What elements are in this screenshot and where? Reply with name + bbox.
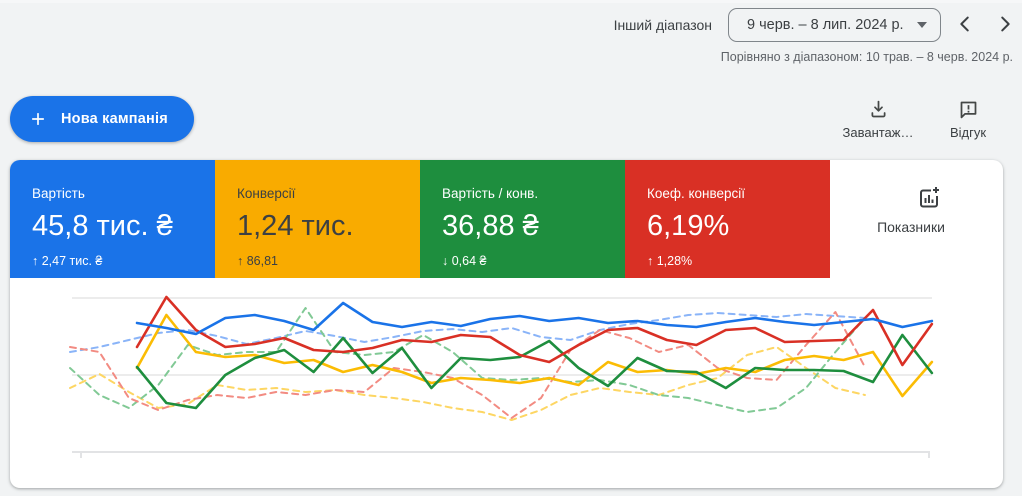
scorecard-title: Вартість / конв. bbox=[442, 186, 539, 201]
metrics-chart-icon bbox=[920, 187, 939, 208]
chart-line-conv-rate-previous bbox=[69, 311, 866, 419]
overview-chart[interactable] bbox=[10, 278, 1003, 488]
chart-line-cost-per-conv-current bbox=[135, 333, 934, 410]
previous-range-button[interactable] bbox=[950, 10, 980, 40]
scorecard-cost-per-conversion[interactable]: Вартість / конв. 36,88 ₴ ↓ 0,64 ₴ bbox=[420, 160, 625, 278]
scorecard-delta: ↑ 1,28% bbox=[647, 254, 693, 268]
feedback-label: Відгук bbox=[949, 125, 987, 140]
scorecard-value: 1,24 тис. bbox=[237, 210, 354, 242]
scorecard-delta: ↑ 2,47 тис. ₴ bbox=[32, 254, 103, 268]
metrics-picker-button[interactable]: Показники bbox=[855, 186, 967, 235]
new-campaign-button[interactable]: Нова кампанія bbox=[10, 96, 194, 142]
chart-line-cost-current bbox=[135, 301, 934, 336]
chart-line-conversions-previous bbox=[69, 346, 866, 421]
date-range-label: Інший діапазон bbox=[613, 17, 712, 33]
date-range-selector[interactable]: 9 черв. – 8 лип. 2024 р. bbox=[728, 8, 941, 42]
scorecard-conversions[interactable]: Конверсії 1,24 тис. ↑ 86,81 bbox=[215, 160, 420, 278]
chevron-right-icon bbox=[1001, 16, 1010, 31]
dropdown-caret-icon bbox=[917, 22, 927, 28]
download-button[interactable]: Завантаж… bbox=[838, 99, 918, 140]
scorecard-title: Конверсії bbox=[237, 186, 296, 201]
top-divider bbox=[0, 0, 1022, 3]
chart-gridlines bbox=[72, 297, 932, 458]
more-options-button[interactable] bbox=[962, 190, 988, 216]
scorecard-value: 45,8 тис. ₴ bbox=[32, 210, 173, 242]
chart-line-conversions-current bbox=[135, 313, 934, 398]
date-range-value: 9 черв. – 8 лип. 2024 р. bbox=[747, 17, 904, 33]
next-range-button[interactable] bbox=[990, 10, 1020, 40]
scorecard-row: Вартість 45,8 тис. ₴ ↑ 2,47 тис. ₴ Конве… bbox=[10, 160, 830, 278]
download-label: Завантаж… bbox=[842, 125, 914, 140]
download-icon bbox=[871, 100, 885, 118]
plus-icon bbox=[32, 113, 44, 125]
scorecard-conversion-rate[interactable]: Коеф. конверсії 6,19% ↑ 1,28% bbox=[625, 160, 830, 278]
chart-lines bbox=[69, 295, 934, 421]
scorecard-title: Коеф. конверсії bbox=[647, 186, 746, 201]
scorecard-title: Вартість bbox=[32, 186, 85, 201]
chart-line-cost-per-conv-previous bbox=[69, 307, 866, 413]
comparison-range-text: Порівняно з діапазоном: 10 трав. – 8 чер… bbox=[720, 50, 1013, 64]
chevron-left-icon bbox=[960, 16, 969, 31]
overview-panel: Вартість 45,8 тис. ₴ ↑ 2,47 тис. ₴ Конве… bbox=[10, 160, 1003, 488]
scorecard-delta: ↑ 86,81 bbox=[237, 254, 279, 268]
chart-line-conv-rate-current bbox=[135, 295, 934, 367]
metrics-picker-label: Показники bbox=[877, 219, 945, 235]
scorecard-value: 6,19% bbox=[647, 210, 730, 242]
feedback-button[interactable]: Відгук bbox=[928, 99, 1008, 140]
scorecard-delta: ↓ 0,64 ₴ bbox=[442, 254, 487, 268]
scorecard-value: 36,88 ₴ bbox=[442, 210, 539, 242]
feedback-icon bbox=[960, 101, 976, 119]
new-campaign-label: Нова кампанія bbox=[61, 111, 168, 127]
scorecard-cost[interactable]: Вартість 45,8 тис. ₴ ↑ 2,47 тис. ₴ bbox=[10, 160, 215, 278]
